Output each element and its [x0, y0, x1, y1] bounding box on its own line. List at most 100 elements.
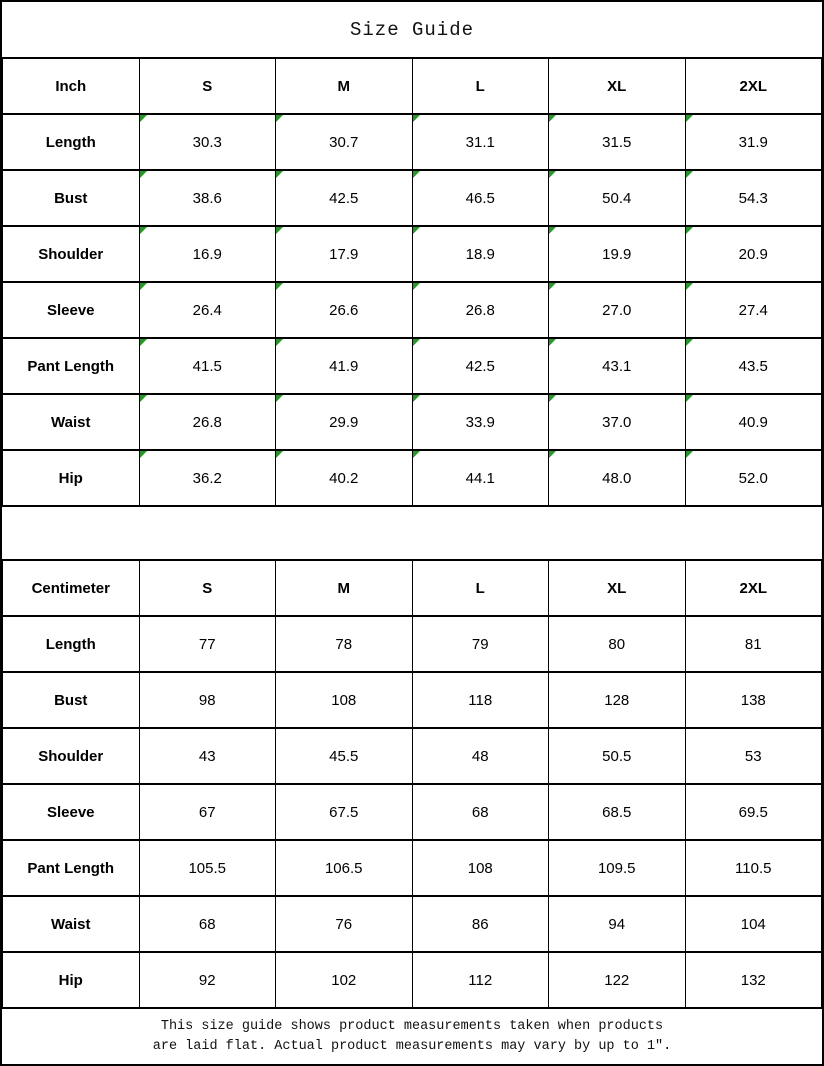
cell-corner-mark-icon — [139, 451, 147, 458]
cell-corner-mark-icon — [549, 227, 556, 234]
measurement-cell: 86 — [411, 895, 549, 953]
table-row: Pant Length 41.5 41.9 42.5 43.1 43.5 — [2, 337, 822, 395]
cell-corner-mark-icon — [276, 283, 283, 290]
cell-corner-mark-icon — [276, 115, 283, 122]
cell-corner-mark-icon — [139, 171, 147, 178]
measurement-cell: 40.2 — [275, 449, 413, 507]
measurement-cell: 81 — [684, 615, 822, 673]
footer-note-line1: This size guide shows product measuremen… — [160, 1018, 664, 1034]
measurement-cell: 112 — [411, 951, 549, 1009]
measurement-cell: 17.9 — [275, 225, 413, 283]
cell-corner-mark-icon — [276, 171, 283, 178]
measurement-cell: 26.6 — [275, 281, 413, 339]
measurement-cell: 80 — [548, 615, 686, 673]
measurement-cell: 42.5 — [275, 169, 413, 227]
table-row: Hip 92 102 112 122 132 — [2, 951, 822, 1009]
table-row: Waist 68 76 86 94 104 — [2, 895, 822, 953]
measurement-cell: 94 — [548, 895, 686, 953]
measurement-cell: 43.5 — [684, 337, 822, 395]
measurement-cell: 27.4 — [684, 281, 822, 339]
measurement-cell: 104 — [684, 895, 822, 953]
measurement-cell: 20.9 — [684, 225, 822, 283]
measurement-cell: 27.0 — [548, 281, 686, 339]
measurement-cell: 109.5 — [548, 839, 686, 897]
measurement-cell: 76 — [275, 895, 413, 953]
measurement-cell: 50.4 — [548, 169, 686, 227]
row-label: Pant Length — [2, 337, 140, 395]
measurement-cell: 26.4 — [138, 281, 276, 339]
measurement-cell: 52.0 — [684, 449, 822, 507]
measurement-cell: 77 — [138, 615, 276, 673]
measurement-cell: 102 — [275, 951, 413, 1009]
table-row: Waist 26.8 29.9 33.9 37.0 40.9 — [2, 393, 822, 451]
row-label: Length — [2, 113, 140, 171]
measurement-cell: 18.9 — [411, 225, 549, 283]
cell-corner-mark-icon — [412, 451, 420, 458]
measurement-cell: 31.5 — [548, 113, 686, 171]
measurement-cell: 26.8 — [411, 281, 549, 339]
measurement-cell: 68 — [138, 895, 276, 953]
measurement-cell: 110.5 — [684, 839, 822, 897]
size-column-header: M — [275, 559, 413, 617]
row-label: Hip — [2, 951, 140, 1009]
measurement-cell: 48.0 — [548, 449, 686, 507]
cell-corner-mark-icon — [685, 451, 693, 458]
measurement-cell: 132 — [684, 951, 822, 1009]
measurement-cell: 19.9 — [548, 225, 686, 283]
measurement-cell: 68 — [411, 783, 549, 841]
measurement-cell: 67 — [138, 783, 276, 841]
size-column-header: L — [411, 559, 549, 617]
table-row: Sleeve 67 67.5 68 68.5 69.5 — [2, 783, 822, 841]
row-label: Sleeve — [2, 281, 140, 339]
cell-corner-mark-icon — [549, 171, 556, 178]
size-column-header: L — [411, 57, 549, 115]
row-label: Sleeve — [2, 783, 140, 841]
measurement-cell: 16.9 — [138, 225, 276, 283]
row-label: Hip — [2, 449, 140, 507]
table-row: Hip 36.2 40.2 44.1 48.0 52.0 — [2, 449, 822, 507]
footer-note: This size guide shows product measuremen… — [2, 1009, 822, 1064]
measurement-cell: 36.2 — [138, 449, 276, 507]
measurement-cell: 118 — [411, 671, 549, 729]
cell-corner-mark-icon — [412, 339, 420, 346]
unit-header: Inch — [2, 57, 140, 115]
cell-corner-mark-icon — [139, 115, 147, 122]
row-label: Shoulder — [2, 225, 140, 283]
cell-corner-mark-icon — [412, 171, 420, 178]
cell-corner-mark-icon — [412, 227, 420, 234]
size-column-header: 2XL — [684, 57, 822, 115]
size-column-header: S — [138, 559, 276, 617]
cell-corner-mark-icon — [276, 339, 283, 346]
measurement-cell: 30.3 — [138, 113, 276, 171]
cell-corner-mark-icon — [549, 395, 556, 402]
table-gap-spacer — [2, 507, 822, 559]
measurement-cell: 122 — [548, 951, 686, 1009]
cell-corner-mark-icon — [549, 451, 556, 458]
page-title: Size Guide — [349, 18, 475, 41]
measurement-cell: 26.8 — [138, 393, 276, 451]
measurement-cell: 54.3 — [684, 169, 822, 227]
table-row: Length 77 78 79 80 81 — [2, 615, 822, 673]
table-row: Shoulder 43 45.5 48 50.5 53 — [2, 727, 822, 785]
table-row: Length 30.3 30.7 31.1 31.5 31.9 — [2, 113, 822, 171]
measurement-cell: 31.9 — [684, 113, 822, 171]
row-label: Length — [2, 615, 140, 673]
row-label: Pant Length — [2, 839, 140, 897]
measurement-cell: 45.5 — [275, 727, 413, 785]
size-table-header-row: Inch S M L XL 2XL — [2, 57, 822, 115]
cell-corner-mark-icon — [276, 451, 283, 458]
cell-corner-mark-icon — [685, 227, 693, 234]
inch-size-table: Inch S M L XL 2XL Length 30.3 30.7 31.1 31.5 31.9 Bu… — [2, 57, 822, 507]
measurement-cell: 41.5 — [138, 337, 276, 395]
measurement-cell: 108 — [411, 839, 549, 897]
size-column-header: 2XL — [684, 559, 822, 617]
table-row: Bust 98 108 118 128 138 — [2, 671, 822, 729]
table-row: Sleeve 26.4 26.6 26.8 27.0 27.4 — [2, 281, 822, 339]
measurement-cell: 98 — [138, 671, 276, 729]
cell-corner-mark-icon — [276, 227, 283, 234]
measurement-cell: 78 — [275, 615, 413, 673]
table-row: Bust 38.6 42.5 46.5 50.4 54.3 — [2, 169, 822, 227]
measurement-cell: 33.9 — [411, 393, 549, 451]
measurement-cell: 68.5 — [548, 783, 686, 841]
